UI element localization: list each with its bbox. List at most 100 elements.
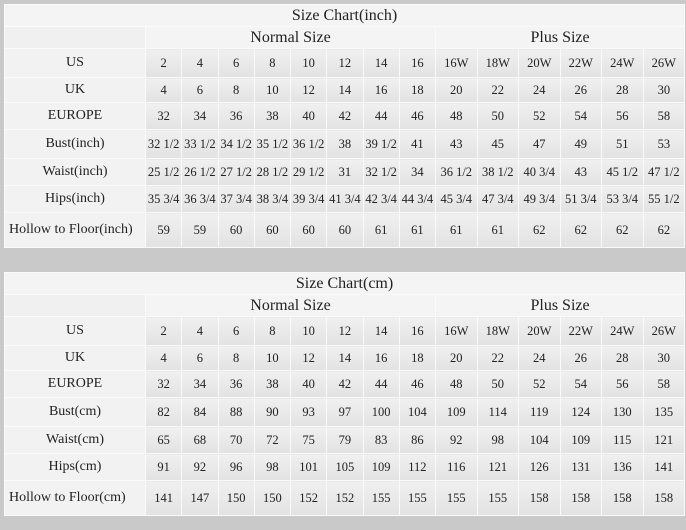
table-cell: 56 <box>601 102 644 130</box>
table-cell: 105 <box>326 453 364 481</box>
title-row: Size Chart(cm) <box>3 272 686 295</box>
table-cell: 47 3/4 <box>476 185 519 213</box>
table-cell: 10 <box>289 316 328 346</box>
table-cell: 24 <box>518 345 561 371</box>
table-cell: 92 <box>435 426 478 454</box>
table-cell: 16 <box>398 316 437 346</box>
table-cell: 24 <box>518 77 561 103</box>
table-cell: 109 <box>362 453 400 481</box>
table-cell: 83 <box>362 426 400 454</box>
table-cell: 2 <box>144 316 183 346</box>
table-cell: 20 <box>435 345 478 371</box>
table-cell: 32 <box>144 370 183 398</box>
table-cell: 45 1/2 <box>601 158 644 186</box>
table-cell: 38 3/4 <box>253 185 292 213</box>
table-cell: 131 <box>559 453 602 481</box>
table-cell: 10 <box>289 48 328 78</box>
table-cell: 43 <box>435 129 478 159</box>
row-label: Hips(inch) <box>4 185 146 213</box>
table-cell: 45 3/4 <box>435 185 478 213</box>
table-cell: 45 <box>476 129 519 159</box>
table-cell: 54 <box>559 370 602 398</box>
table-cell: 16W <box>435 48 478 78</box>
table-cell: 22 <box>476 345 519 371</box>
table-cell: 46 <box>398 370 437 398</box>
table-cell: 114 <box>476 397 519 427</box>
table-cell: 158 <box>518 480 561 516</box>
table-cell: 126 <box>518 453 561 481</box>
table-cell: 70 <box>217 426 255 454</box>
table-cell: 84 <box>181 397 219 427</box>
table-title: Size Chart(cm) <box>3 272 686 295</box>
table-cell: 4 <box>144 345 183 371</box>
table-cell: 32 <box>144 102 183 130</box>
table-cell: 36 <box>217 102 255 130</box>
table-cell: 6 <box>217 48 255 78</box>
table-cell: 14 <box>362 316 400 346</box>
table-cell: 130 <box>601 397 644 427</box>
table-cell: 44 3/4 <box>398 185 437 213</box>
table-cell: 155 <box>476 480 519 516</box>
table-cell: 38 <box>253 370 292 398</box>
table-cell: 88 <box>217 397 255 427</box>
table-cell: 39 1/2 <box>362 129 400 159</box>
table-cell: 52 <box>518 102 561 130</box>
table-cell: 31 <box>326 158 364 186</box>
table-cell: 60 <box>326 212 364 248</box>
table-cell: 2 <box>144 48 183 78</box>
table-cell: 158 <box>559 480 602 516</box>
table-cell: 28 <box>601 77 644 103</box>
table-row: UK 4 6 8 10 12 14 16 18 20 22 24 26 28 30 <box>4 345 686 371</box>
table-cell: 100 <box>362 397 400 427</box>
table-row: Bust(inch) 32 1/2 33 1/2 34 1/2 35 1/2 36 1/2… <box>4 129 686 159</box>
table-cell: 38 <box>326 129 364 159</box>
group-normal-size: Normal Size <box>145 26 436 49</box>
table-cell: 62 <box>601 212 644 248</box>
table-cell: 62 <box>642 212 686 248</box>
table-cell: 40 <box>289 370 328 398</box>
table-title: Size Chart(inch) <box>3 4 686 27</box>
table-cell: 22W <box>559 316 602 346</box>
table-cell: 36 3/4 <box>181 185 219 213</box>
table-cell: 34 <box>398 158 437 186</box>
table-cell: 34 1/2 <box>217 129 255 159</box>
table-cell: 112 <box>398 453 437 481</box>
table-cell: 58 <box>642 370 686 398</box>
group-plus-size: Plus Size <box>434 294 686 317</box>
table-cell: 65 <box>144 426 183 454</box>
table-cell: 56 <box>601 370 644 398</box>
table-cell: 39 3/4 <box>289 185 328 213</box>
row-label: Hollow to Floor(inch) <box>4 212 146 248</box>
table-cell: 14 <box>326 77 364 103</box>
table-row: Hips(inch) 35 3/4 36 3/4 37 3/4 38 3/4 39 3/4… <box>4 185 686 213</box>
table-cell: 68 <box>181 426 219 454</box>
table-cell: 16 <box>362 345 400 371</box>
size-chart-inch: Size Chart(inch) Normal Size Plus Size US 2 4… <box>3 4 686 248</box>
table-cell: 121 <box>476 453 519 481</box>
table-row: Waist(cm) 65 68 70 72 75 79 83 86 92 98 104 109 115 12… <box>4 426 686 454</box>
table-cell: 10 <box>253 345 292 371</box>
group-plus-size: Plus Size <box>434 26 686 49</box>
table-cell: 35 3/4 <box>144 185 183 213</box>
table-cell: 47 1/2 <box>642 158 686 186</box>
title-row: Size Chart(inch) <box>3 4 686 27</box>
table-row: UK 4 6 8 10 12 14 16 18 20 22 24 26 28 30 <box>4 77 686 103</box>
table-cell: 30 <box>642 77 686 103</box>
table-cell: 49 3/4 <box>518 185 561 213</box>
table-cell: 28 <box>601 345 644 371</box>
table-cell: 51 3/4 <box>559 185 602 213</box>
table-cell: 98 <box>253 453 292 481</box>
table-cell: 104 <box>518 426 561 454</box>
row-label: US <box>4 48 146 78</box>
table-cell: 6 <box>181 77 219 103</box>
table-cell: 49 <box>559 129 602 159</box>
table-cell: 44 <box>362 370 400 398</box>
table-row: US 2 4 6 8 10 12 14 16 16W 18W 20W 22W 24W 26W <box>4 316 686 346</box>
table-cell: 86 <box>398 426 437 454</box>
table-cell: 150 <box>253 480 292 516</box>
table-cell: 72 <box>253 426 292 454</box>
table-cell: 152 <box>326 480 364 516</box>
table-cell: 53 3/4 <box>601 185 644 213</box>
table-cell: 90 <box>253 397 292 427</box>
table-cell: 50 <box>476 370 519 398</box>
